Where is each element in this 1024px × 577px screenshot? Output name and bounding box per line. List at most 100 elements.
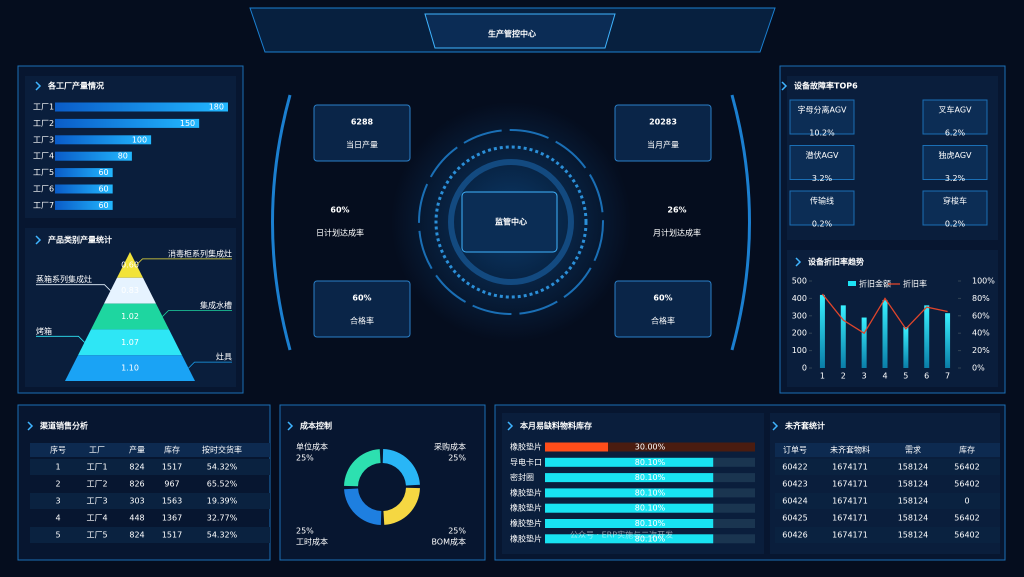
- kpi-label: 日计划达成率: [316, 228, 364, 238]
- table-cell: 56402: [954, 463, 979, 472]
- bar: [55, 151, 132, 161]
- value-label: 80.10%: [635, 473, 666, 482]
- value-label: 1.02: [121, 312, 139, 321]
- fault-card: [922, 145, 988, 180]
- progress-bar: [545, 488, 714, 498]
- line: [821, 293, 948, 335]
- category-label: 工厂4: [33, 152, 54, 161]
- table-header: 需求: [905, 445, 921, 455]
- table-cell: 54.32%: [207, 463, 238, 472]
- y-tick-label: 400: [792, 294, 807, 303]
- fault-card: [789, 190, 855, 226]
- bar: [861, 317, 867, 368]
- legend-label: 折旧率: [903, 279, 927, 289]
- table-cell: 19.39%: [207, 497, 238, 506]
- title-icon: [781, 81, 788, 91]
- bar: [55, 200, 113, 210]
- value-label: 25%: [448, 527, 466, 536]
- leader-line: [36, 335, 85, 343]
- table-cell: 1563: [162, 497, 182, 506]
- value-label: 0.83: [121, 286, 139, 295]
- title-icon: [35, 81, 42, 91]
- table-cell: 工厂3: [86, 497, 107, 506]
- fault-rate: 3.2%: [812, 174, 833, 183]
- x-tick-label: 1: [820, 372, 825, 381]
- kpi-value: 60%: [330, 206, 349, 215]
- table-cell: 56402: [954, 480, 979, 489]
- category-label: 橡胶垫片: [510, 518, 542, 528]
- value-label: 80.10%: [635, 488, 666, 497]
- sub-panel: [787, 250, 998, 387]
- leader-line: [36, 284, 111, 291]
- pyramid-layer: [104, 277, 156, 304]
- arc: [730, 94, 751, 351]
- category-label: 工厂5: [33, 168, 54, 177]
- y2-tick-label: 80%: [972, 294, 990, 303]
- table-header: 订单号: [783, 445, 807, 455]
- fault-name: 独虎AGV: [938, 150, 972, 160]
- kpi-box: [614, 104, 712, 162]
- category-label: 单位成本: [296, 442, 328, 452]
- value-label: 80: [118, 152, 128, 161]
- pyramid-layer: [65, 355, 195, 381]
- fault-name: 潜伏AGV: [805, 150, 839, 160]
- ring: [418, 129, 604, 315]
- kpi-value: 6288: [351, 118, 374, 127]
- leader-line: [162, 310, 232, 317]
- category-label: 导电卡口: [510, 457, 542, 467]
- y2-tick-label: 100%: [972, 277, 995, 286]
- category-label: 橡胶垫片: [510, 533, 542, 543]
- table-row-bg: [30, 493, 270, 509]
- table-cell: 1367: [162, 514, 182, 523]
- panel-title: 设备折旧率趋势: [808, 257, 864, 267]
- pyramid-layer: [117, 252, 143, 278]
- title-icon: [772, 421, 779, 431]
- category-label: BOM成本: [431, 537, 466, 547]
- table-header: 库存: [959, 445, 975, 455]
- fault-card: [922, 190, 988, 226]
- category-label: 工厂7: [33, 201, 54, 210]
- bar: [903, 327, 909, 368]
- title-icon: [287, 421, 294, 431]
- progress-bar: [545, 503, 714, 513]
- table-cell: 158124: [898, 531, 929, 540]
- table-cell: 3: [55, 497, 60, 506]
- kpi-label: 合格率: [651, 316, 675, 326]
- table-cell: 1: [55, 463, 60, 472]
- fault-name: 穿梭车: [943, 196, 967, 206]
- legend-swatch: [848, 281, 856, 286]
- progress-bar: [545, 442, 608, 452]
- value-label: 0.60: [121, 260, 139, 269]
- x-tick-label: 4: [882, 372, 887, 381]
- table-cell: 824: [129, 531, 144, 540]
- bar: [945, 313, 951, 368]
- value-label: 30.00%: [635, 443, 666, 452]
- progress-bar: [545, 457, 714, 467]
- panel-title: 未齐套统计: [784, 421, 825, 431]
- donut-segment: [382, 449, 420, 486]
- table-cell: 967: [164, 480, 179, 489]
- table-cell: 1674171: [832, 480, 868, 489]
- fault-name: 字母分离AGV: [797, 105, 847, 115]
- category-label: 工厂6: [33, 185, 54, 194]
- value-label: 1.10: [121, 364, 139, 373]
- progress-bar: [545, 473, 714, 483]
- table-cell: 60426: [782, 531, 807, 540]
- fault-card: [789, 145, 855, 180]
- table-cell: 1674171: [832, 463, 868, 472]
- panel-title: 设备故障率TOP6: [794, 81, 858, 91]
- category-label: 密封圈: [510, 472, 534, 482]
- y2-tick-label: 40%: [972, 329, 990, 338]
- kpi-label: 当日产量: [346, 140, 378, 150]
- panel-title: 成本控制: [300, 421, 332, 431]
- fault-rate: 0.2%: [812, 220, 833, 229]
- table-cell: 60425: [782, 514, 807, 523]
- table-cell: 1674171: [832, 514, 868, 523]
- category-label: 工厂1: [33, 103, 54, 112]
- table-cell: 工厂5: [86, 531, 107, 540]
- value-label: 25%: [296, 454, 314, 463]
- table-row-bg: [30, 527, 270, 543]
- panel-title: 渠道销售分析: [39, 421, 88, 431]
- fault-name: 叉车AGV: [938, 105, 972, 115]
